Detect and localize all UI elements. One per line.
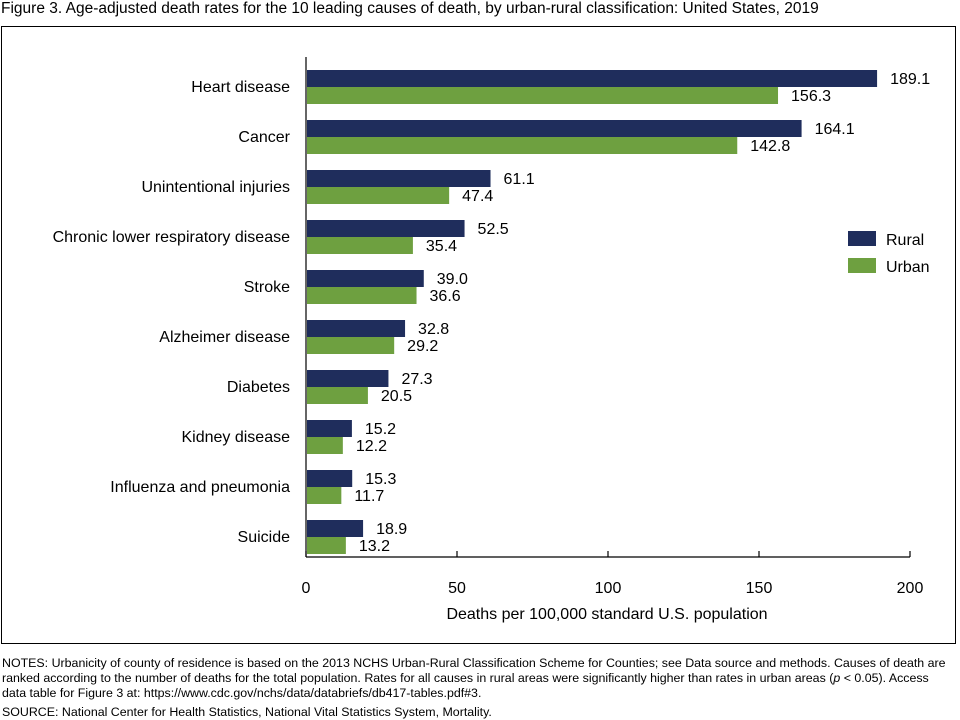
x-axis-title: Deaths per 100,000 standard U.S. populat… bbox=[446, 606, 767, 623]
legend-label-urban: Urban bbox=[886, 259, 930, 276]
data-label-urban: 13.2 bbox=[359, 538, 390, 555]
data-label-urban: 35.4 bbox=[426, 238, 457, 255]
category-label: Cancer bbox=[238, 129, 290, 146]
data-label-urban: 11.7 bbox=[354, 488, 384, 505]
data-label-urban: 142.8 bbox=[750, 138, 790, 155]
category-label: Unintentional injuries bbox=[141, 179, 290, 196]
bar-urban bbox=[307, 387, 368, 404]
bar-urban bbox=[307, 337, 395, 354]
source-note: SOURCE: National Center for Health Stati… bbox=[2, 705, 492, 719]
data-label-rural: 27.3 bbox=[401, 371, 432, 388]
category-label: Stroke bbox=[244, 279, 290, 296]
bar-rural bbox=[307, 220, 465, 237]
data-label-urban: 20.5 bbox=[381, 388, 412, 405]
legend-label-rural: Rural bbox=[886, 232, 924, 249]
bar-rural bbox=[307, 470, 353, 487]
figure-title: Figure 3. Age-adjusted death rates for t… bbox=[1, 0, 819, 17]
bar-rural bbox=[307, 120, 802, 137]
legend-swatch-rural bbox=[848, 231, 876, 246]
data-label-rural: 39.0 bbox=[437, 271, 468, 288]
notes: NOTES: Urbanicity of county of residence… bbox=[2, 656, 952, 701]
bar-urban bbox=[307, 137, 738, 154]
bar-rural bbox=[307, 170, 491, 187]
x-tick-label: 150 bbox=[746, 580, 773, 597]
bar-urban bbox=[307, 237, 413, 254]
bar-urban bbox=[307, 487, 342, 504]
bar-urban bbox=[307, 87, 779, 104]
bar-rural bbox=[307, 520, 364, 537]
category-label: Kidney disease bbox=[181, 429, 290, 446]
category-label: Heart disease bbox=[191, 79, 290, 96]
notes-text: Urbanicity of county of residence is bas… bbox=[2, 656, 946, 685]
x-tick-label: 100 bbox=[595, 580, 622, 597]
x-tick-label: 200 bbox=[897, 580, 924, 597]
data-label-rural: 52.5 bbox=[478, 221, 509, 238]
bar-urban bbox=[307, 537, 346, 554]
data-label-urban: 47.4 bbox=[462, 188, 493, 205]
legend-swatch-urban bbox=[848, 258, 876, 273]
bar-rural bbox=[307, 320, 406, 337]
category-label: Influenza and pneumonia bbox=[110, 479, 290, 496]
x-tick-label: 0 bbox=[302, 580, 311, 597]
data-label-rural: 15.2 bbox=[365, 421, 396, 438]
data-label-rural: 189.1 bbox=[890, 71, 930, 88]
data-label-rural: 61.1 bbox=[504, 171, 535, 188]
notes-text-end: < 0.05). Access data table for Figure 3 … bbox=[2, 671, 929, 700]
category-label: Suicide bbox=[238, 529, 291, 546]
data-label-rural: 18.9 bbox=[376, 521, 407, 538]
bar-rural bbox=[307, 370, 389, 387]
data-label-urban: 29.2 bbox=[407, 338, 438, 355]
notes-label: NOTES: bbox=[2, 656, 49, 670]
data-label-rural: 32.8 bbox=[418, 321, 449, 338]
bar-urban bbox=[307, 287, 417, 304]
p-symbol: p bbox=[833, 671, 841, 685]
x-tick-label: 50 bbox=[448, 580, 466, 597]
data-label-rural: 15.3 bbox=[365, 471, 396, 488]
chart-frame: 0 50 100 150 200 Deaths per 100,000 standard … bbox=[1, 26, 956, 644]
data-label-rural: 164.1 bbox=[815, 121, 855, 138]
category-label: Chronic lower respiratory disease bbox=[53, 229, 291, 246]
data-label-urban: 12.2 bbox=[356, 438, 387, 455]
category-label: Alzheimer disease bbox=[159, 329, 290, 346]
data-label-urban: 36.6 bbox=[430, 288, 461, 305]
bar-chart: 0 50 100 150 200 Deaths per 100,000 standard … bbox=[53, 57, 930, 623]
data-label-urban: 156.3 bbox=[791, 88, 831, 105]
bar-rural bbox=[307, 420, 352, 437]
bar-urban bbox=[307, 187, 450, 204]
bar-urban bbox=[307, 437, 343, 454]
bar-rural bbox=[307, 70, 878, 87]
category-label: Diabetes bbox=[227, 379, 290, 396]
bar-rural bbox=[307, 270, 424, 287]
